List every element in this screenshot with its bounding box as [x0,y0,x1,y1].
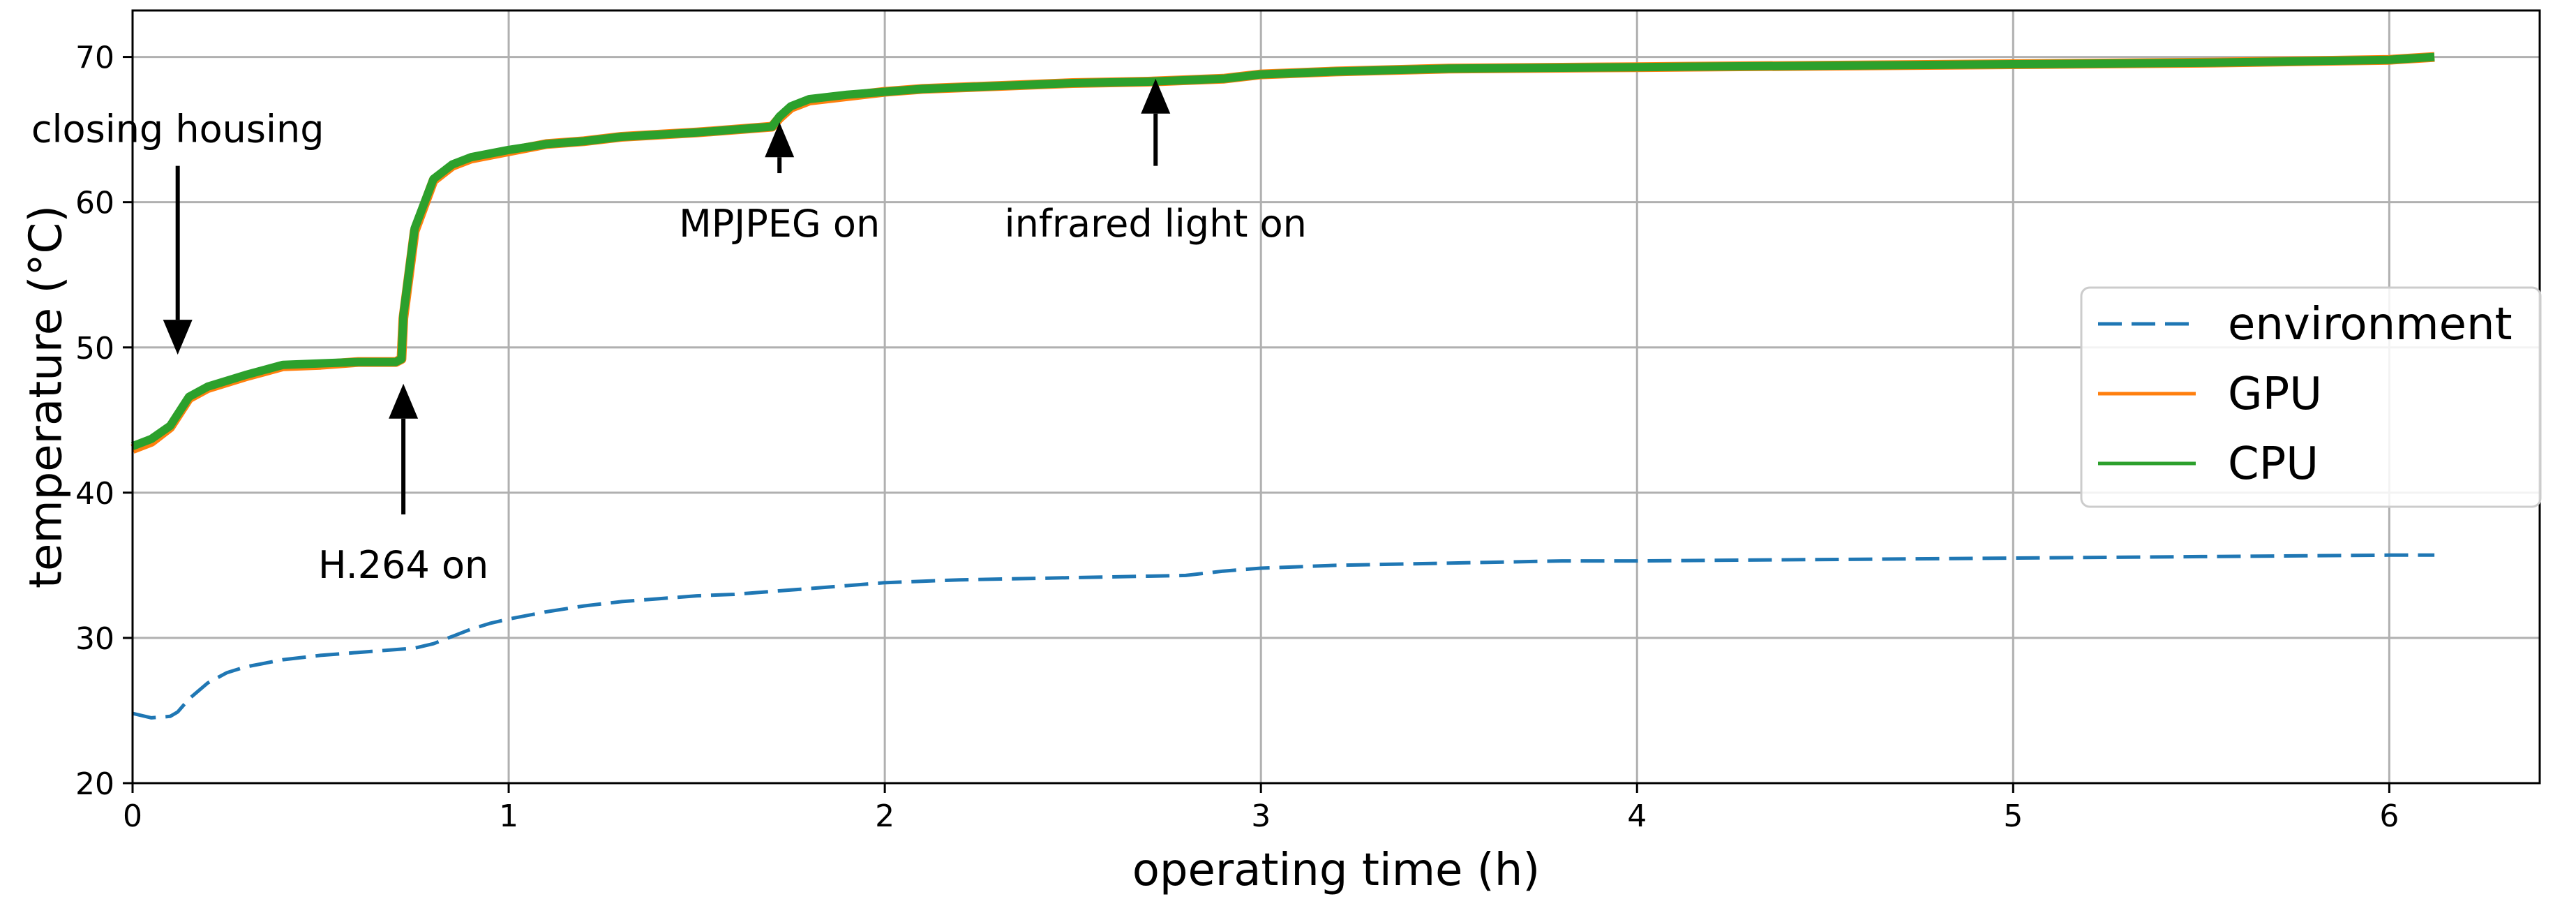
y-tick-label: 30 [75,621,114,657]
legend-label-cpu: CPU [2228,438,2319,490]
x-tick-label: 2 [875,799,894,834]
annotation-label-4: infrared light on [1005,202,1307,246]
annotation-arrowhead-3 [765,122,795,158]
x-tick-label: 6 [2379,799,2399,834]
legend-box [2080,286,2542,508]
x-tick-label: 0 [123,799,142,834]
axis-ticks: 0 1 2 3 4 5 6 20 30 40 50 60 70 [75,40,2399,834]
y-tick-label: 50 [75,331,114,366]
series-line-cpu [130,52,2435,450]
x-tick-label: 3 [1251,799,1271,834]
y-tick-label: 70 [75,40,114,76]
y-tick-label: 40 [75,476,114,512]
y-tick-label: 60 [75,186,114,221]
series-line-environment [132,553,2435,720]
legend: environment GPU CPU [2080,286,2542,508]
annotation-arrowhead-2 [389,383,419,419]
x-axis-label: operating time (h) [1132,845,1541,896]
y-tick-label: 20 [75,766,114,802]
annotation-label-1: closing housing [31,107,324,151]
x-tick-label: 4 [1627,799,1647,834]
annotation-label-2: H.264 on [318,543,488,587]
x-tick-label: 5 [2003,799,2023,834]
y-axis-label: temperature (°C) [21,205,73,588]
legend-label-gpu: GPU [2228,369,2322,420]
annotation-arrowhead-4 [1141,78,1171,114]
annotations: closing housing H.264 on MPJPEG on infrared… [31,78,1307,587]
legend-label-environment: environment [2228,299,2513,350]
x-tick-label: 1 [499,799,518,834]
annotation-label-3: MPJPEG on [679,202,880,246]
annotation-arrowhead-1 [163,320,193,355]
series-layer [130,52,2435,720]
